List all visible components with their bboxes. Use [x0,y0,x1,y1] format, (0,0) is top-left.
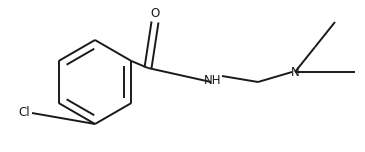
Text: NH: NH [204,74,222,86]
Text: O: O [150,7,160,20]
Text: Cl: Cl [18,107,30,119]
Text: N: N [291,66,299,78]
